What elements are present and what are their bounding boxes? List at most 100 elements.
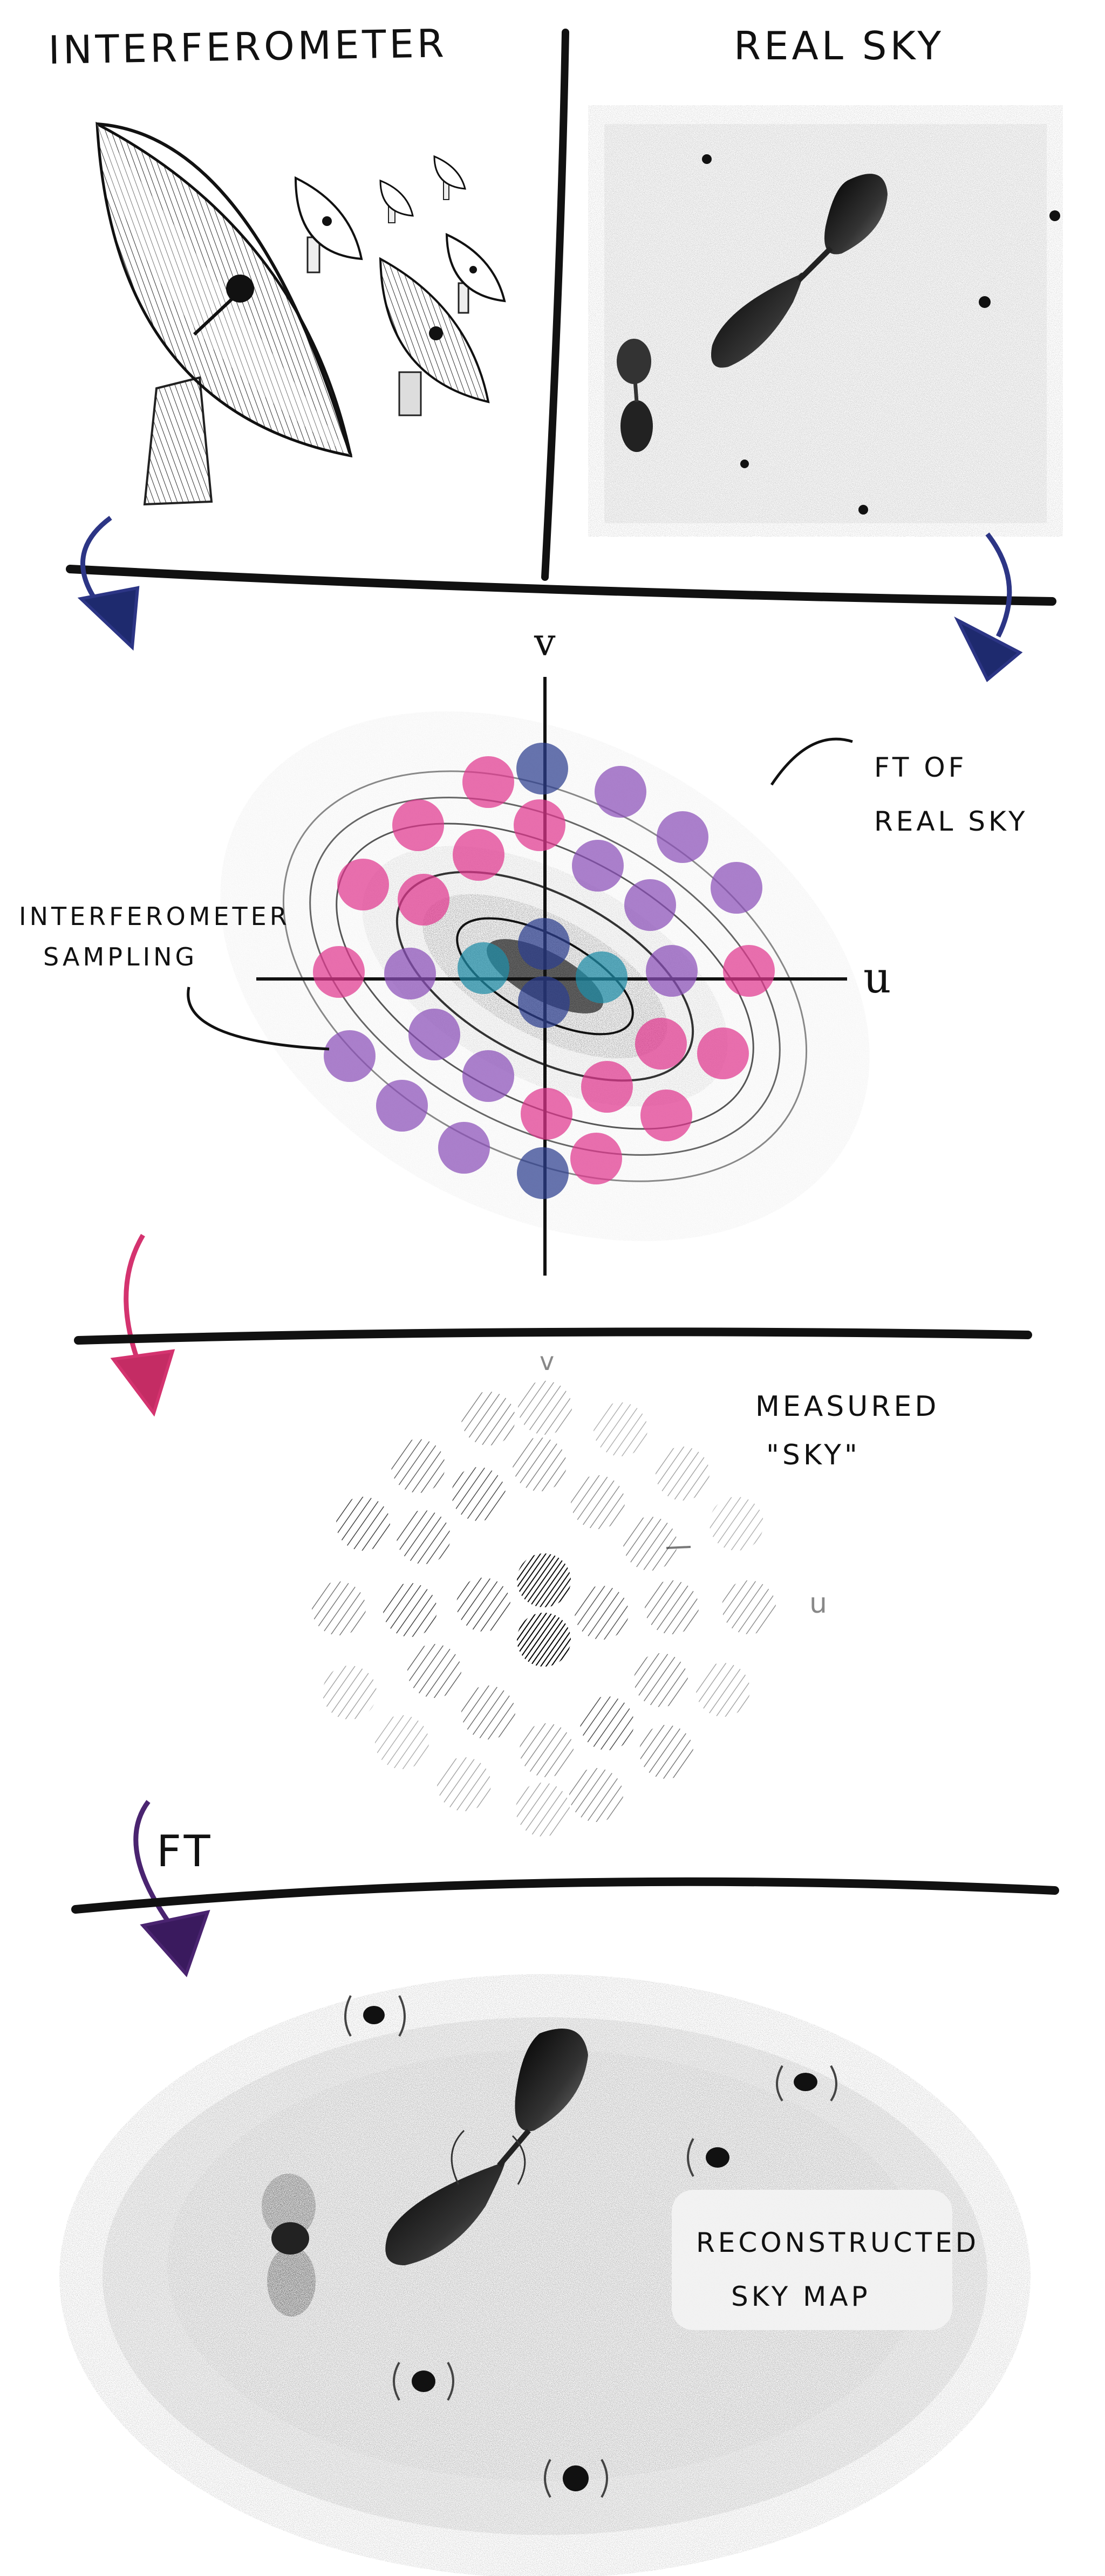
small-dish-icon bbox=[445, 232, 506, 314]
divider-3 bbox=[71, 1877, 1059, 1914]
measured-dot bbox=[569, 1768, 623, 1822]
sampling-label-line2: SAMPLING bbox=[43, 942, 197, 971]
sampling-dot bbox=[521, 1088, 572, 1140]
measured-dot bbox=[594, 1402, 647, 1456]
sampling-dot bbox=[640, 1090, 692, 1141]
sampling-dot bbox=[313, 946, 365, 998]
measured-dot bbox=[513, 1437, 567, 1491]
point-source-icon bbox=[544, 2459, 608, 2498]
measured-dot bbox=[407, 1644, 461, 1698]
sampling-dot bbox=[453, 829, 504, 881]
point-source-icon bbox=[687, 2138, 729, 2177]
measured-dot bbox=[639, 1725, 693, 1779]
sampling-dot bbox=[635, 1018, 687, 1070]
arrow-down-right-icon bbox=[954, 532, 1023, 682]
measured-dot bbox=[312, 1581, 366, 1635]
sampling-dot bbox=[337, 859, 389, 910]
point-source-icon bbox=[1049, 210, 1060, 221]
sampling-dot bbox=[711, 862, 762, 914]
point-source-icon bbox=[702, 154, 712, 164]
sampling-dot bbox=[392, 799, 444, 851]
sampling-dot bbox=[458, 942, 509, 994]
ft-transform-label: FT bbox=[156, 1826, 213, 1876]
measured-dot bbox=[634, 1653, 688, 1707]
sampling-dot bbox=[624, 879, 676, 931]
sampling-dot bbox=[516, 743, 568, 794]
sampling-dot bbox=[514, 799, 565, 851]
sampling-dot bbox=[376, 1080, 428, 1132]
ft-real-sky-callout: FT OF REAL SKY bbox=[770, 737, 1028, 837]
measured-dot bbox=[623, 1517, 677, 1571]
point-source-icon bbox=[776, 2065, 837, 2102]
real-sky-panel bbox=[588, 105, 1063, 537]
sampling-dot bbox=[697, 1027, 749, 1079]
measured-label-line1: MEASURED bbox=[755, 1390, 939, 1423]
measured-dot bbox=[696, 1663, 750, 1717]
radio-galaxy-large-icon bbox=[711, 174, 888, 368]
measured-dot bbox=[516, 1783, 570, 1837]
top-section: INTERFEROMETER REAL SKY bbox=[48, 20, 1063, 682]
arrow-down-pink-icon bbox=[110, 1234, 175, 1417]
real-sky-title: REAL SKY bbox=[734, 23, 944, 68]
measured-dot bbox=[722, 1580, 776, 1634]
measured-axis-v-label: v bbox=[540, 1347, 556, 1376]
uv-axis-v-label: v bbox=[534, 620, 556, 664]
point-source-icon bbox=[740, 460, 749, 468]
reconstructed-label-line1: RECONSTRUCTED bbox=[696, 2227, 979, 2258]
sampling-dot bbox=[646, 945, 698, 997]
divider-1 bbox=[66, 565, 1056, 606]
ft-label-line2: REAL SKY bbox=[874, 806, 1028, 837]
sampling-dot bbox=[408, 1009, 460, 1060]
reconstructed-label-card: RECONSTRUCTED SKY MAP bbox=[672, 2190, 979, 2330]
reconstructed-galaxy-small-icon bbox=[262, 2174, 316, 2317]
sampling-label-line1: INTERFEROMETER bbox=[19, 902, 290, 931]
sampling-dots bbox=[313, 743, 775, 1199]
measured-dot bbox=[517, 1553, 571, 1607]
measured-dot bbox=[461, 1392, 515, 1445]
divider-2 bbox=[74, 1327, 1032, 1345]
sampling-dot bbox=[518, 976, 570, 1028]
arrow-down-left-icon bbox=[77, 516, 140, 651]
measured-section: v u MEASURED "SKY" FT bbox=[71, 1347, 1059, 1977]
measured-dot bbox=[437, 1757, 491, 1811]
sampling-dot bbox=[384, 948, 436, 999]
top-divider bbox=[541, 29, 569, 581]
measured-dot bbox=[452, 1467, 506, 1521]
measured-dot bbox=[710, 1497, 763, 1551]
ft-label-line1: FT OF bbox=[874, 752, 967, 783]
uv-plane-section: v u FT OF REAL SKY INTERFEROMETER SAMPLI… bbox=[19, 620, 1032, 1417]
sampling-dot bbox=[517, 1147, 569, 1199]
sampling-callout: INTERFEROMETER SAMPLING bbox=[19, 902, 330, 1051]
measured-dot bbox=[520, 1723, 574, 1777]
measured-dot bbox=[397, 1510, 451, 1564]
radio-galaxy-small-icon bbox=[617, 339, 653, 452]
sampling-dot bbox=[657, 811, 708, 863]
measured-axis-u-label: u bbox=[809, 1587, 829, 1620]
point-source-icon bbox=[344, 1995, 406, 2037]
measured-dot bbox=[375, 1715, 429, 1769]
measured-dot bbox=[323, 1666, 377, 1719]
sampling-dot bbox=[398, 874, 449, 926]
point-source-icon bbox=[858, 505, 868, 515]
medium-dish-icon bbox=[379, 257, 490, 416]
interferometer-title: INTERFEROMETER bbox=[48, 20, 448, 73]
small-dish-icon bbox=[294, 176, 363, 273]
sampling-dot bbox=[723, 945, 775, 997]
tiny-dish-icon bbox=[433, 155, 466, 200]
sampling-dot bbox=[581, 1061, 633, 1113]
measured-dot bbox=[580, 1696, 634, 1750]
measured-dot bbox=[518, 1381, 572, 1435]
measured-label-line2: "SKY" bbox=[766, 1439, 861, 1471]
measured-dot bbox=[575, 1586, 629, 1640]
reconstructed-section: RECONSTRUCTED SKY MAP bbox=[59, 1974, 1031, 2576]
sampling-dot bbox=[595, 766, 646, 818]
measured-dot bbox=[383, 1583, 437, 1637]
point-source-icon bbox=[979, 296, 991, 308]
measured-dots bbox=[312, 1381, 776, 1837]
sampling-dot bbox=[462, 1050, 514, 1102]
sampling-dot bbox=[462, 756, 514, 808]
sampling-dot bbox=[324, 1030, 376, 1082]
uv-axis-u-label: u bbox=[863, 953, 891, 1003]
sampling-dot bbox=[518, 918, 570, 970]
reconstructed-galaxy-large-icon bbox=[385, 2029, 588, 2265]
